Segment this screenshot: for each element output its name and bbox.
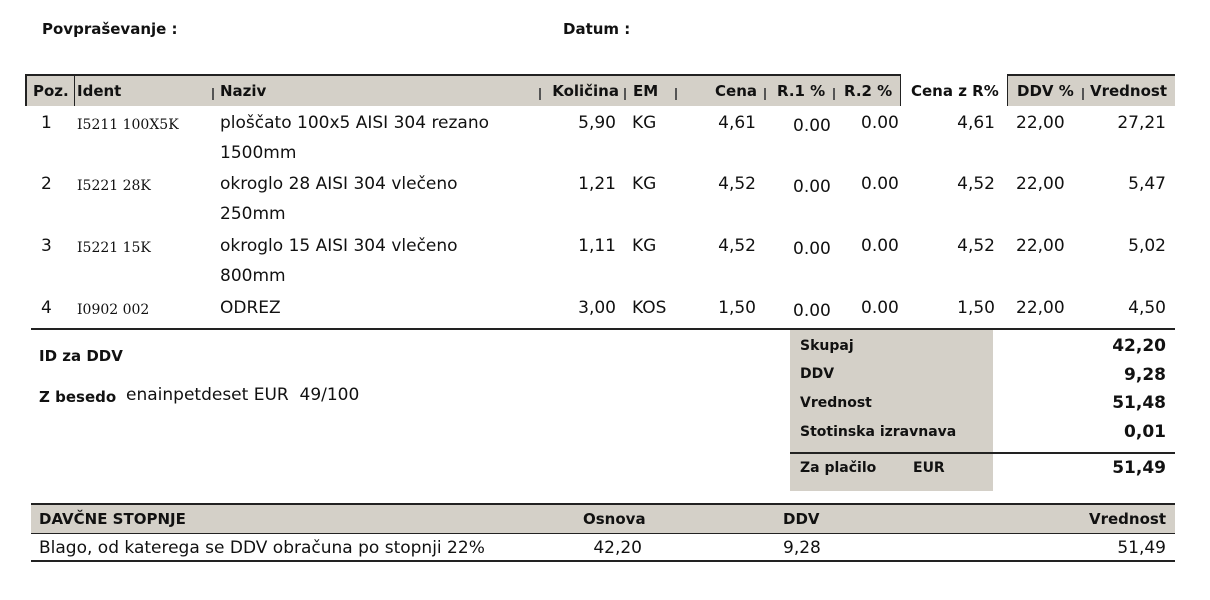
row-ident: I0902 002 — [77, 302, 150, 318]
tax-top-rule — [31, 503, 1175, 505]
value-label: Vrednost — [800, 395, 872, 411]
row-kolicina: 3,00 — [578, 298, 616, 318]
rounding-label: Stotinska izravnava — [800, 424, 957, 440]
subtotal-value: 42,20 — [1112, 336, 1166, 356]
totals-rule — [790, 452, 1175, 454]
in-words-label: Z besedo — [39, 388, 117, 406]
row-cena: 4,61 — [718, 113, 756, 133]
table-bottom-rule — [31, 328, 1175, 330]
row-cena-r: 4,52 — [957, 236, 995, 256]
row-ident: I5211 100X5K — [77, 117, 179, 133]
row-poz: 3 — [41, 236, 52, 256]
row-ddv: 22,00 — [1016, 174, 1065, 194]
currency-label: EUR — [913, 460, 945, 476]
col-poz: Poz. — [33, 82, 69, 100]
row-naziv: okroglo 28 AISI 304 vlečeno — [220, 174, 458, 194]
row-vrednost: 5,02 — [1128, 236, 1166, 256]
row-r1: 0.00 — [793, 116, 831, 136]
col-vrednost: Vrednost — [1090, 82, 1167, 100]
row-cena: 4,52 — [718, 236, 756, 256]
items-table-header: Poz. Ident Naziv Količina EM Cena R.1 % … — [25, 74, 1175, 106]
col-em: EM — [633, 82, 659, 100]
row-ddv: 22,00 — [1016, 298, 1065, 318]
col-kolicina: Količina — [552, 82, 619, 100]
tax-value-header: Vrednost — [1089, 510, 1166, 528]
tax-row-desc: Blago, od katerega se DDV obračuna po st… — [39, 538, 485, 558]
row-r1: 0.00 — [793, 177, 831, 197]
tax-title: DAVČNE STOPNJE — [39, 510, 186, 528]
tax-bottom-rule — [31, 560, 1175, 562]
row-vrednost: 27,21 — [1117, 113, 1166, 133]
row-kolicina: 5,90 — [578, 113, 616, 133]
col-naziv: Naziv — [220, 82, 267, 100]
row-ddv: 22,00 — [1016, 236, 1065, 256]
tax-vat-header: DDV — [783, 510, 820, 528]
in-words-value: enainpetdeset EUR 49/100 — [126, 385, 360, 405]
row-ident: I5221 28K — [77, 178, 151, 194]
col-r1: R.1 % — [777, 82, 826, 100]
row-r1: 0.00 — [793, 301, 831, 321]
row-em: KG — [632, 174, 657, 194]
row-r2: 0.00 — [861, 113, 899, 133]
row-cena-r: 1,50 — [957, 298, 995, 318]
tax-row-base: 42,20 — [593, 538, 642, 558]
row-cena-r: 4,52 — [957, 174, 995, 194]
row-em: KOS — [632, 298, 667, 318]
row-naziv-line2: 250mm — [220, 204, 286, 224]
subtotal-label: Skupaj — [800, 338, 854, 354]
value-value: 51,48 — [1112, 393, 1166, 413]
row-cena: 1,50 — [718, 298, 756, 318]
totals-label-panel — [790, 330, 993, 491]
row-naziv: ODREZ — [220, 298, 281, 318]
tax-header-rule — [31, 533, 1175, 534]
tax-table-header: DAVČNE STOPNJE Osnova DDV Vrednost — [31, 505, 1175, 533]
row-naziv: okroglo 15 AISI 304 vlečeno — [220, 236, 458, 256]
inquiry-label: Povpraševanje : — [42, 20, 178, 38]
row-naziv: ploščato 100x5 AISI 304 rezano — [220, 113, 490, 133]
row-ident: I5221 15K — [77, 240, 151, 256]
vat-label: DDV — [800, 366, 835, 382]
rounding-value: 0,01 — [1124, 422, 1166, 442]
col-cena: Cena — [715, 82, 757, 100]
row-em: KG — [632, 113, 657, 133]
row-naziv-line2: 1500mm — [220, 143, 297, 163]
row-r1: 0.00 — [793, 239, 831, 259]
row-vrednost: 5,47 — [1128, 174, 1166, 194]
row-poz: 2 — [41, 174, 52, 194]
row-ddv: 22,00 — [1016, 113, 1065, 133]
row-kolicina: 1,11 — [578, 236, 616, 256]
date-label: Datum : — [563, 20, 631, 38]
row-cena-r: 4,61 — [957, 113, 995, 133]
row-em: KG — [632, 236, 657, 256]
row-kolicina: 1,21 — [578, 174, 616, 194]
row-r2: 0.00 — [861, 236, 899, 256]
row-poz: 1 — [41, 113, 52, 133]
row-r2: 0.00 — [861, 174, 899, 194]
tax-base-header: Osnova — [583, 510, 646, 528]
col-r2: R.2 % — [844, 82, 893, 100]
row-vrednost: 4,50 — [1128, 298, 1166, 318]
tax-row-vat: 9,28 — [783, 538, 821, 558]
vat-id-label: ID za DDV — [39, 347, 123, 365]
row-poz: 4 — [41, 298, 52, 318]
row-cena: 4,52 — [718, 174, 756, 194]
payable-value: 51,49 — [1112, 458, 1166, 478]
col-ident: Ident — [77, 82, 122, 100]
row-r2: 0.00 — [861, 298, 899, 318]
row-naziv-line2: 800mm — [220, 266, 286, 286]
payable-label: Za plačilo — [800, 460, 877, 476]
col-cena-r: Cena z R% — [911, 82, 999, 100]
vat-value: 9,28 — [1124, 365, 1166, 385]
tax-row-value: 51,49 — [1117, 538, 1166, 558]
col-ddv: DDV % — [1017, 82, 1074, 100]
